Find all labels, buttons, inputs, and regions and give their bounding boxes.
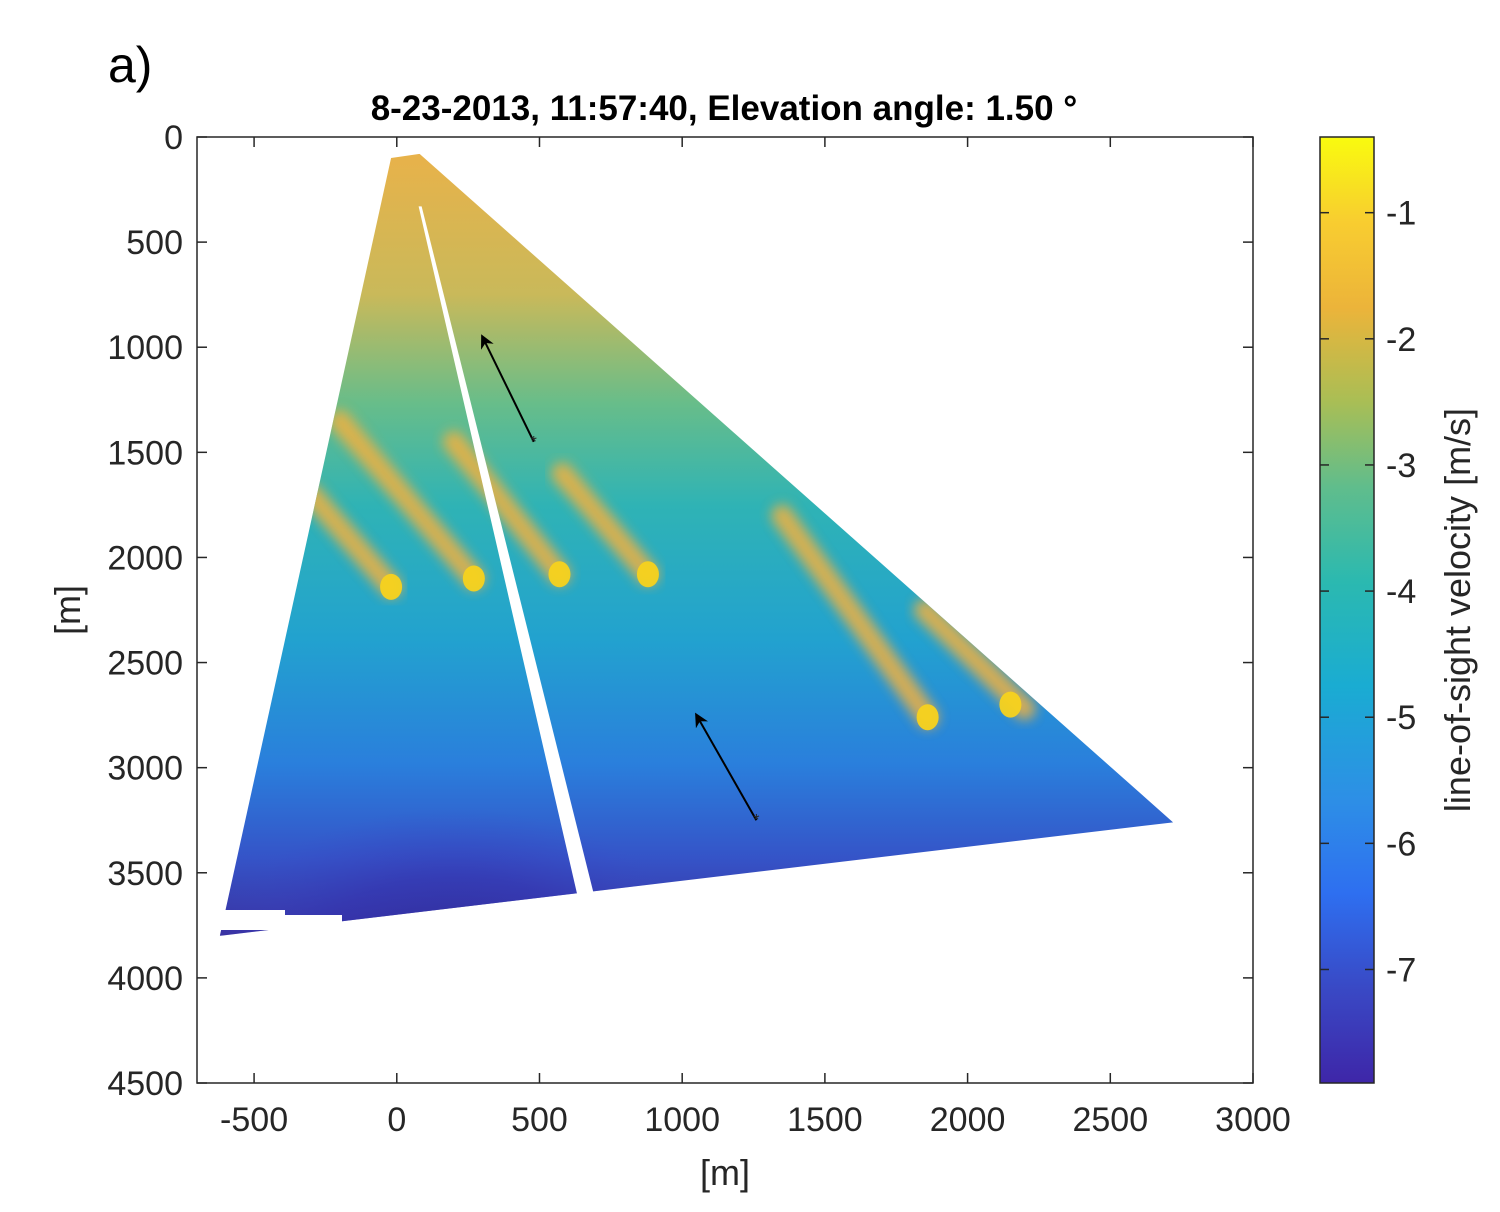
missing-cell-11 — [765, 920, 795, 940]
x-tick-label-4: 1500 — [787, 1101, 863, 1139]
missing-cell-2 — [282, 915, 342, 943]
wind-arrow-origin-1: * — [531, 434, 537, 451]
colorbar — [1319, 136, 1375, 1084]
missing-cell-19 — [1110, 885, 1170, 920]
missing-cell-8 — [560, 1010, 600, 1040]
y-tick-label-4: 2000 — [107, 539, 183, 577]
y-tick-label-0: 0 — [164, 119, 183, 157]
x-tick-label-2: 500 — [511, 1101, 568, 1139]
wind-arrow-origin-2: * — [753, 812, 759, 829]
x-tick-label-0: -500 — [220, 1101, 288, 1139]
y-tick-label-5: 2500 — [107, 645, 183, 683]
missing-cell-15 — [960, 880, 1000, 910]
missing-cell-6 — [440, 955, 490, 990]
y-tick-label-3: 1500 — [107, 434, 183, 472]
x-tick-label-1: 0 — [387, 1101, 406, 1139]
missing-cell-10 — [700, 930, 760, 990]
streak-peak-1 — [380, 573, 403, 600]
streak-2 — [328, 409, 485, 590]
colorbar-label: line-of-sight velocity [m/s] — [1437, 408, 1478, 812]
missing-cell-4 — [350, 925, 390, 955]
streak-peak-4 — [636, 561, 659, 588]
x-tick-label-3: 1000 — [644, 1101, 720, 1139]
streak-3 — [442, 430, 571, 586]
y-tick-label-9: 4500 — [107, 1065, 183, 1103]
y-tick-label-8: 4000 — [107, 960, 183, 998]
axes-box — [196, 136, 1254, 1084]
x-tick-label-5: 2000 — [930, 1101, 1006, 1139]
missing-cell-9 — [640, 955, 700, 1005]
missing-data-cells — [215, 875, 1170, 1040]
y-axis-label: [m] — [47, 585, 88, 635]
streak-peak-5 — [916, 704, 939, 731]
cb-tick-label-4: -5 — [1386, 699, 1416, 737]
wind-arrow-2 — [695, 712, 758, 821]
missing-cell-14 — [940, 900, 980, 970]
y-tick-label-2: 1000 — [107, 329, 183, 367]
wind-arrow-1 — [481, 334, 535, 443]
missing-cell-1 — [215, 910, 285, 930]
cb-tick-label-0: -1 — [1386, 195, 1416, 233]
y-tick-label-1: 500 — [126, 224, 183, 262]
colorbar-ticks: -1 -2 -3 -4 -5 -6 -7 — [1320, 195, 1416, 989]
x-axis-label: [m] — [700, 1152, 750, 1193]
cb-tick-label-1: -2 — [1386, 321, 1416, 359]
streak-4 — [551, 462, 659, 586]
missing-cell-13 — [880, 960, 940, 1020]
plot-area: ** — [215, 153, 1174, 1040]
high-velocity-streaks — [300, 409, 1036, 731]
beam-gap — [418, 206, 623, 1010]
streak-5 — [771, 504, 939, 729]
cb-tick-label-6: -7 — [1386, 951, 1416, 989]
missing-cell-12 — [810, 980, 870, 1020]
y-tick-label-7: 3500 — [107, 855, 183, 893]
streak-peak-6 — [999, 691, 1022, 718]
cb-tick-label-5: -6 — [1386, 825, 1416, 863]
chart-title: 8-23-2013, 11:57:40, Elevation angle: 1.… — [371, 89, 1078, 128]
streak-peak-3 — [548, 561, 571, 588]
x-tick-label-7: 3000 — [1215, 1101, 1291, 1139]
missing-cell-3 — [300, 940, 330, 958]
y-ticks: 0 500 1000 1500 2000 2500 3000 3500 4000 4500 — [107, 119, 1253, 1103]
x-tick-label-6: 2500 — [1072, 1101, 1148, 1139]
streak-1 — [300, 483, 403, 598]
cb-tick-label-3: -4 — [1386, 573, 1416, 611]
panel-label: a) — [108, 37, 152, 93]
wind-arrows: ** — [481, 334, 760, 829]
missing-cell-7 — [505, 990, 545, 1030]
streak-peak-2 — [462, 565, 485, 592]
cb-tick-label-2: -3 — [1386, 447, 1416, 485]
y-tick-label-6: 3000 — [107, 750, 183, 788]
missing-cell-17 — [1020, 905, 1080, 940]
x-ticks: -500 0 500 1000 1500 2000 2500 3000 — [220, 137, 1291, 1139]
missing-cell-5 — [395, 930, 420, 990]
